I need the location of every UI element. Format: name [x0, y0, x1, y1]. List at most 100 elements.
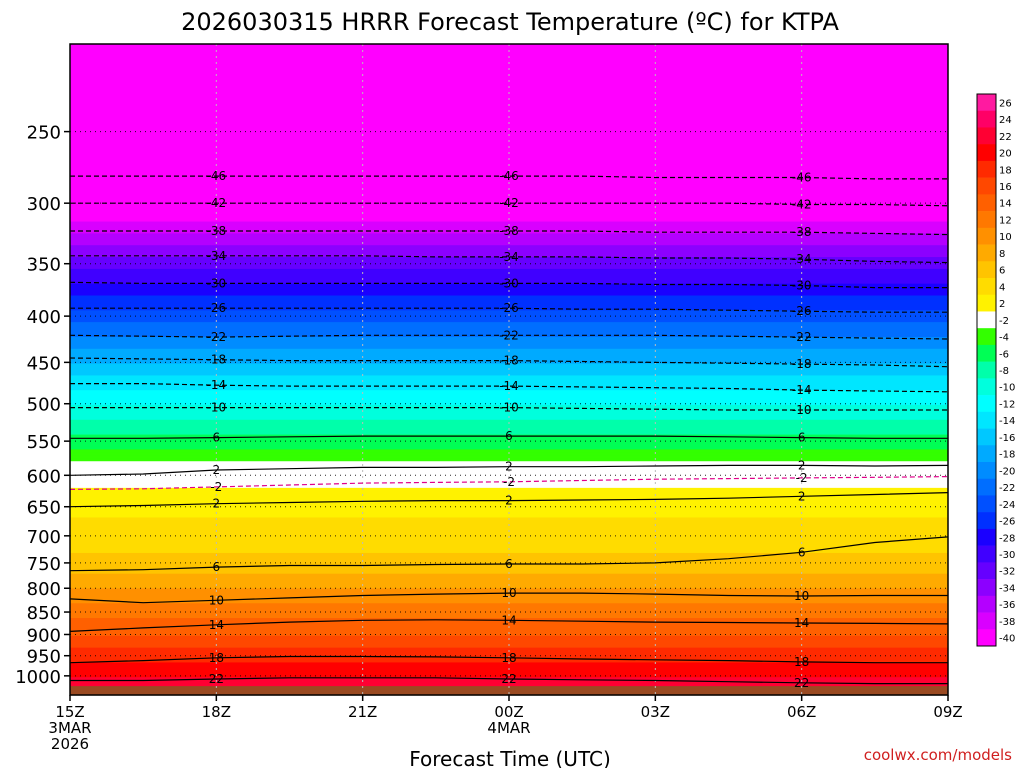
contour-label: -34	[499, 250, 519, 264]
contour-line	[70, 202, 949, 207]
contour-label: -38	[792, 225, 812, 239]
contour-label: -22	[499, 328, 519, 342]
colorbar-swatch	[977, 211, 996, 229]
temp-band	[70, 171, 948, 175]
temp-band	[70, 428, 948, 433]
temp-band	[70, 502, 948, 507]
colorbar-swatch	[977, 595, 996, 613]
colorbar-label: -16	[999, 433, 1015, 444]
temp-band	[70, 218, 948, 223]
colorbar-swatch	[977, 361, 996, 379]
contour-label: 2	[213, 497, 221, 511]
colorbar-swatch	[977, 328, 996, 346]
contour-label: -14	[207, 378, 227, 392]
contour-line	[70, 307, 948, 313]
temp-band	[70, 316, 948, 320]
colorbar-swatch	[977, 110, 996, 128]
temp-band	[70, 635, 948, 640]
y-tick-label: 550	[27, 432, 61, 453]
temp-band	[70, 455, 948, 459]
temp-band	[70, 197, 948, 202]
colorbar-swatch	[977, 278, 996, 296]
temp-band	[70, 230, 948, 234]
temp-band	[70, 363, 948, 368]
temp-band	[70, 236, 948, 240]
y-tick-label: 850	[27, 603, 61, 624]
temp-band	[70, 526, 948, 530]
credit-text: coolwx.com/models	[864, 746, 1012, 764]
temp-band	[70, 413, 948, 418]
temp-band	[70, 402, 948, 406]
colorbar-swatch	[977, 612, 996, 630]
temp-band	[70, 280, 948, 285]
temp-band	[70, 333, 948, 338]
temp-band	[70, 239, 948, 243]
x-tick-label: 06Z	[787, 703, 816, 721]
temp-band	[70, 191, 948, 196]
contour-label: 6	[798, 545, 806, 559]
temp-band	[70, 183, 948, 187]
contour-label: -26	[499, 301, 519, 315]
temp-band	[70, 496, 948, 501]
contour-label: -2	[503, 475, 515, 489]
x-tick-label: 3MAR	[48, 719, 91, 737]
temp-band	[70, 387, 948, 391]
y-tick-label: 1000	[15, 667, 61, 688]
colorbar-label: 12	[999, 215, 1012, 226]
colorbar-label: 20	[999, 149, 1012, 160]
temp-band	[70, 147, 948, 152]
temp-band	[70, 674, 948, 678]
colorbar-swatch	[977, 378, 996, 396]
contour-label: 14	[501, 613, 516, 627]
contour-label: -22	[207, 330, 227, 344]
temp-band	[70, 484, 948, 489]
axis-ticks: 2503003504004505005506006507007508008509…	[15, 123, 963, 753]
temp-band	[70, 668, 948, 672]
contour-line	[70, 677, 948, 685]
contour-label: -10	[792, 403, 812, 417]
y-tick-label: 350	[27, 255, 61, 276]
temp-band	[70, 203, 948, 208]
temp-band	[70, 659, 948, 664]
contour-label: -14	[792, 383, 812, 397]
temp-band	[70, 544, 948, 548]
temp-band	[70, 129, 948, 134]
colorbar-frame	[976, 93, 997, 647]
colorbar-label: 14	[999, 199, 1012, 210]
colorbar-swatch	[977, 395, 996, 413]
colorbar-label: -10	[999, 383, 1015, 394]
colorbar-swatch	[977, 579, 996, 597]
temp-band	[70, 623, 948, 628]
y-tick-label: 300	[27, 194, 61, 215]
temp-band	[70, 520, 948, 524]
colorbar-swatch	[977, 261, 996, 279]
colorbar-swatch	[977, 194, 996, 212]
colorbar-swatch	[977, 528, 996, 546]
colorbar-label: -20	[999, 466, 1015, 477]
contour-label: 14	[209, 618, 224, 632]
contour-label: -38	[499, 224, 519, 238]
colorbar-label: -2	[999, 316, 1009, 327]
contour-label: -42	[207, 196, 227, 210]
temp-band	[70, 117, 948, 122]
contour-label: 6	[505, 557, 513, 571]
y-tick-label: 800	[27, 579, 61, 600]
contour-label: -2	[210, 480, 222, 494]
temp-band	[70, 70, 948, 75]
contour-line	[69, 464, 949, 476]
colorbar-label: 6	[999, 266, 1005, 277]
colorbar-label: -8	[999, 366, 1009, 377]
temp-band	[70, 286, 948, 291]
temp-band	[70, 597, 948, 601]
colorbar-swatch	[977, 144, 996, 162]
y-tick-label: 750	[27, 554, 61, 575]
temp-band	[70, 644, 948, 649]
temp-band	[70, 407, 948, 412]
contour-label: 22	[501, 672, 516, 686]
temp-band	[70, 689, 948, 693]
temp-band	[70, 159, 948, 163]
temp-band	[70, 76, 948, 81]
temp-band	[70, 298, 948, 303]
contour-line	[69, 492, 949, 508]
temp-band	[70, 322, 948, 326]
